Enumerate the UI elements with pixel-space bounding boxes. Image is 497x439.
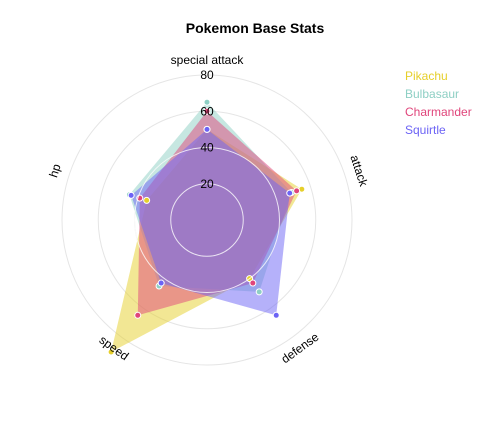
legend-item-squirtle[interactable]: Squirtle — [405, 123, 446, 137]
axis-label-defense: defense — [279, 330, 322, 367]
point-bulbasaur-special-attack[interactable] — [203, 98, 211, 106]
point-squirtle-hp[interactable] — [127, 191, 135, 199]
point-pikachu-hp[interactable] — [143, 196, 151, 204]
point-squirtle-defense[interactable] — [272, 311, 280, 319]
point-charmander-speed[interactable] — [134, 311, 142, 319]
point-charmander-attack[interactable] — [293, 187, 301, 195]
point-squirtle-speed[interactable] — [157, 279, 165, 287]
tick-label-40: 40 — [200, 141, 214, 155]
point-squirtle-attack[interactable] — [286, 189, 294, 197]
axis-label-hp: hp — [46, 162, 64, 179]
grid-overlay-20 — [170, 183, 244, 257]
legend-item-bulbasaur[interactable]: Bulbasaur — [405, 87, 459, 101]
series-area-squirtle[interactable] — [131, 129, 290, 316]
axis-label-special-attack: special attack — [171, 53, 245, 67]
point-charmander-special-attack[interactable] — [203, 107, 211, 115]
point-charmander-defense[interactable] — [249, 279, 257, 287]
legend[interactable]: Pikachu Bulbasaur Charmander Squirtle — [405, 69, 472, 137]
legend-item-charmander[interactable]: Charmander — [405, 105, 472, 119]
grid-overlay-40 — [134, 147, 280, 293]
chart-title: Pokemon Base Stats — [186, 20, 325, 36]
point-bulbasaur-defense[interactable] — [255, 288, 263, 296]
tick-label-20: 20 — [200, 177, 214, 191]
tick-label-60: 60 — [200, 104, 214, 118]
series-areas — [107, 98, 306, 356]
tick-label-80: 80 — [200, 68, 214, 82]
legend-item-pikachu[interactable]: Pikachu — [405, 69, 448, 83]
point-pikachu-speed[interactable] — [107, 348, 115, 356]
grid-circle-80 — [61, 74, 353, 366]
radial-ticks: 20 40 60 80 — [200, 68, 214, 191]
axis-label-attack: attack — [347, 153, 371, 189]
point-squirtle-special-attack[interactable] — [203, 125, 211, 133]
